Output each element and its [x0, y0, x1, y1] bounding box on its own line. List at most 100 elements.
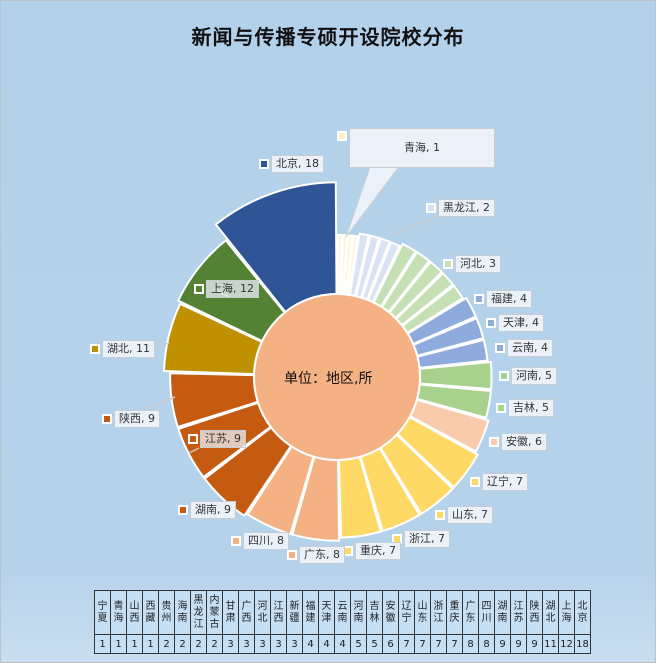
- data-label-text: 陕西, 9: [119, 412, 155, 425]
- data-label-text: 云南, 4: [512, 341, 548, 354]
- header-text: 山西: [129, 600, 140, 624]
- table-header-cell: 海南: [174, 590, 191, 635]
- table-header-cell: 浙江: [430, 590, 447, 635]
- header-text: 安徽: [385, 600, 396, 624]
- table-value-cell: 4: [302, 634, 319, 654]
- table-header-cell: 贵州: [158, 590, 175, 635]
- data-label: 北京, 18: [259, 155, 324, 173]
- header-text: 内蒙古: [209, 594, 220, 630]
- legend-swatch-icon: [489, 437, 499, 447]
- data-label: 河北, 3: [443, 255, 501, 273]
- header-text: 河南: [353, 600, 364, 624]
- legend-swatch-icon: [486, 318, 496, 328]
- table-value-cell: 3: [286, 634, 303, 654]
- table-header-cell: 上海: [558, 590, 575, 635]
- table-value-cell: 4: [334, 634, 351, 654]
- data-label: 福建, 4: [474, 290, 532, 308]
- legend-swatch-icon: [194, 284, 204, 294]
- header-text: 甘肃: [225, 600, 236, 624]
- data-label: 黑龙江, 2: [426, 199, 495, 217]
- table-header-cell: 安徽: [382, 590, 399, 635]
- data-label: 吉林, 5: [496, 399, 554, 417]
- header-text: 重庆: [449, 600, 460, 624]
- data-label-text: 浙江, 7: [409, 532, 445, 545]
- table-value-cell: 1: [126, 634, 143, 654]
- table-header-cell: 山东: [414, 590, 431, 635]
- table-header-cell: 陕西: [526, 590, 543, 635]
- header-text: 广西: [241, 600, 252, 624]
- header-text: 云南: [337, 600, 348, 624]
- header-text: 新疆: [289, 600, 300, 624]
- legend-swatch-icon: [337, 131, 347, 141]
- table-header-cell: 辽宁: [398, 590, 415, 635]
- chart-title: 新闻与传播专硕开设院校分布: [191, 25, 465, 49]
- data-label-text: 河南, 5: [516, 369, 552, 382]
- table-value-cell: 5: [366, 634, 383, 654]
- table-value-cell: 11: [542, 634, 559, 654]
- data-label-text: 四川, 8: [248, 534, 284, 547]
- table-header-cell: 吉林: [366, 590, 383, 635]
- legend-swatch-icon: [90, 344, 100, 354]
- data-label: 陕西, 9: [102, 410, 160, 428]
- header-text: 贵州: [161, 600, 172, 624]
- legend-swatch-icon: [426, 203, 436, 213]
- table-value-cell: 7: [430, 634, 447, 654]
- legend-swatch-icon: [435, 510, 445, 520]
- data-label-text: 安徽, 6: [506, 435, 542, 448]
- data-label-text: 湖北, 11: [107, 342, 150, 355]
- data-label: 辽宁, 7: [470, 473, 528, 491]
- header-text: 陕西: [529, 600, 540, 624]
- data-label-text: 吉林, 5: [513, 401, 549, 414]
- data-label-text: 湖南, 9: [195, 503, 231, 516]
- table-header-cell: 宁夏: [94, 590, 111, 635]
- table-value-row: 1 1 1 1 2 2 2 2 3 3 3 3 3 4 4 4 5 5 6 7 7 7 7 8 8 9 9 9 11 12 18: [94, 634, 591, 654]
- data-label-text: 山东, 7: [452, 508, 488, 521]
- table-header-cell: 山西: [126, 590, 143, 635]
- data-label: 云南, 4: [495, 339, 553, 357]
- table-value-cell: 2: [158, 634, 175, 654]
- data-label-text: 广东, 8: [304, 548, 340, 561]
- table-value-cell: 8: [462, 634, 479, 654]
- table-header-cell: 河南: [350, 590, 367, 635]
- table-value-cell: 12: [558, 634, 575, 654]
- table-header-cell: 江苏: [510, 590, 527, 635]
- table-value-cell: 3: [254, 634, 271, 654]
- table-value-cell: 2: [174, 634, 191, 654]
- table-value-cell: 18: [574, 634, 591, 654]
- table-header-cell: 广东: [462, 590, 479, 635]
- data-label-text: 辽宁, 7: [487, 475, 523, 488]
- table-header-cell: 新疆: [286, 590, 303, 635]
- data-label: 浙江, 7: [392, 530, 450, 548]
- legend-swatch-icon: [102, 414, 112, 424]
- callout-tail: [345, 163, 403, 238]
- data-label: 河南, 5: [499, 367, 557, 385]
- table-header-cell: 内蒙古: [206, 590, 223, 635]
- table-header-cell: 湖南: [494, 590, 511, 635]
- leader-line: [282, 172, 290, 188]
- table-header-cell: 湖北: [542, 590, 559, 635]
- table-value-cell: 7: [446, 634, 463, 654]
- data-label-text: 江苏, 9: [205, 432, 241, 445]
- data-label: 安徽, 6: [489, 433, 547, 451]
- header-text: 山东: [417, 600, 428, 624]
- header-text: 江苏: [513, 600, 524, 624]
- table-header-cell: 黑龙江: [190, 590, 207, 635]
- header-text: 吉林: [369, 600, 380, 624]
- data-label: 上海, 12: [194, 280, 259, 298]
- data-label: 重庆, 7: [343, 542, 401, 560]
- table-value-cell: 1: [94, 634, 111, 654]
- legend-swatch-icon: [188, 434, 198, 444]
- table-value-cell: 9: [494, 634, 511, 654]
- table-value-cell: 2: [206, 634, 223, 654]
- legend-swatch-icon: [443, 259, 453, 269]
- table-header-cell: 重庆: [446, 590, 463, 635]
- header-text: 西藏: [145, 600, 156, 624]
- table-header-row: 宁夏 青海 山西 西藏 贵州 海南 黑龙江 内蒙古 甘肃 广西 河北 江西 新疆 福建 天津 云南 河南 吉林 安徽…: [94, 590, 591, 635]
- table-header-cell: 天津: [318, 590, 335, 635]
- center-hole: [253, 293, 421, 461]
- table-value-cell: 7: [398, 634, 415, 654]
- table-header-cell: 广西: [238, 590, 255, 635]
- data-label-text: 河北, 3: [460, 257, 496, 270]
- legend-swatch-icon: [496, 403, 506, 413]
- table-value-cell: 4: [318, 634, 335, 654]
